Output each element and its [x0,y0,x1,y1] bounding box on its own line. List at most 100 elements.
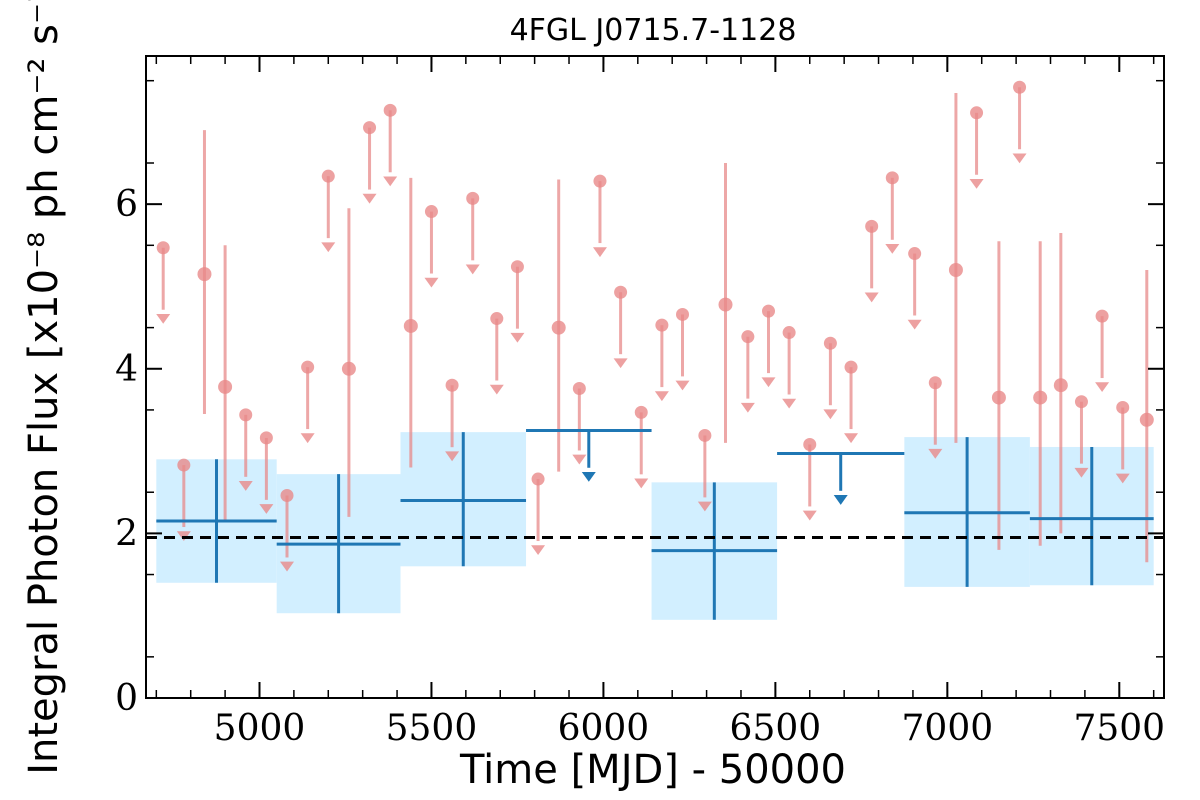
short-bin-point [551,320,566,335]
y-tick-label: 0 [115,678,138,719]
x-tick-label: 7500 [1073,708,1165,749]
short-bin-ul-arrow [489,384,504,395]
short-bin-ul-arrow [259,504,274,514]
short-bin-ul-point [466,191,480,205]
short-bin-ul-arrow [383,176,398,187]
short-bin-ul-arrow [1095,382,1110,393]
short-bin-ul-arrow [740,402,755,413]
short-bin-ul-point [1116,400,1130,414]
short-bin-ul-point [510,260,524,274]
short-bin-ul-arrow [592,247,607,258]
short-bin-point [218,379,233,394]
x-tick-label: 6000 [558,708,650,749]
y-tick-label: 6 [115,184,138,225]
short-bin-ul-arrow [928,448,943,459]
short-bin-ul-point [803,437,817,451]
short-bin-ul-point [424,205,438,219]
short-bin-ul-point [280,489,294,503]
short-bin-ul-point [634,405,648,419]
short-bin-ul-point [490,312,504,326]
short-bin-ul-point [885,171,899,185]
short-bin-ul-arrow [1115,473,1130,484]
short-bin-point [1139,412,1154,427]
short-bin-ul-arrow [1012,153,1027,164]
short-bin-ul-arrow [362,193,377,204]
short-bin-ul-arrow [823,409,838,420]
short-bin-ul-point [445,378,459,392]
short-bin-ul-arrow [969,178,984,189]
short-bin-point [403,318,418,333]
y-axis-label: Integral Photon Flux [x10⁻⁸ ph cm⁻² s⁻¹] [21,0,67,775]
short-bin-ul-point [363,121,377,135]
short-bin-ul-arrow [613,358,628,369]
short-bin-ul-point [865,219,879,233]
y-tick-label: 2 [115,513,138,554]
short-bin-ul-arrow [424,277,439,288]
short-bin-ul-arrow [697,501,712,512]
short-bin-ul-arrow [907,319,922,330]
short-bin-ul-arrow [634,478,649,489]
short-bin-ul-point [156,241,170,255]
chart-title: 4FGL J0715.7-1128 [510,13,797,48]
short-bin-ul-point [676,307,690,321]
x-tick-label: 7000 [902,708,994,749]
short-bin-ul-arrow [156,313,171,324]
short-bin-ul-arrow [864,292,879,303]
short-bin-ul-arrow [531,545,546,556]
short-bin-ul-arrow [885,243,900,254]
short-bin-ul-point [761,304,775,318]
short-bin-ul-point [593,174,607,188]
plot-frame [145,55,1165,699]
short-bin-ul-point [1095,309,1109,323]
short-bin-ul-point [572,382,586,396]
axis-ticks: 5000 5500 6000 6500 7000 7500 0 2 4 6 [115,56,1165,749]
short-bin-ul-arrow [782,398,797,409]
long-bin-series [156,429,1154,620]
short-bin-ul-arrow [510,332,525,343]
short-bin-ul-arrow [844,433,859,444]
short-bin-ul-arrow [300,433,315,444]
long-bin-ul-arrow [581,471,596,482]
long-bin-bands [156,432,1154,620]
short-bin-ul-point [928,376,942,390]
short-bin-ul-point [782,326,796,340]
short-bin-point [341,361,356,376]
long-bin-ul-arrow [833,495,848,505]
short-bin-ul-point [301,360,315,374]
y-tick-label: 4 [115,349,138,390]
short-bin-ul-arrow [321,242,336,253]
short-bin-ul-point [383,103,397,117]
short-bin-ul-point [259,431,273,445]
short-bin-ul-arrow [445,451,460,462]
short-bin-point [991,390,1006,405]
short-bin-point [718,297,733,312]
short-bin-ul-arrow [802,510,817,521]
short-bin-ul-point [614,285,628,299]
short-bin-ul-point [531,472,545,486]
short-bin-ul-arrow [280,561,295,572]
short-bin-point [1033,390,1048,405]
x-axis-label: Time [MJD] - 50000 [459,747,846,793]
short-bin-point [948,263,963,277]
short-bin-ul-point [970,106,984,120]
short-bin-ul-arrow [675,380,690,391]
short-bin-ul-point [1074,395,1088,409]
short-bin-ul-point [823,336,837,350]
short-bin-ul-point [741,330,755,344]
short-bin-ul-point [321,169,335,183]
short-bin-ul-arrow [654,391,669,402]
short-bin-ul-arrow [1074,467,1089,478]
short-bin-point [1053,378,1068,393]
short-bin-ul-point [698,428,712,442]
short-bin-ul-arrow [238,481,253,491]
short-bin-ul-arrow [465,264,480,275]
short-bin-ul-point [908,247,922,261]
x-tick-label: 5500 [386,708,478,749]
short-bin-ul-arrow [572,454,587,465]
short-bin-ul-point [1013,80,1027,94]
x-tick-label: 6500 [730,708,822,749]
short-bin-point [197,267,212,282]
x-tick-label: 5000 [214,708,306,749]
short-bin-ul-arrow [761,377,776,388]
